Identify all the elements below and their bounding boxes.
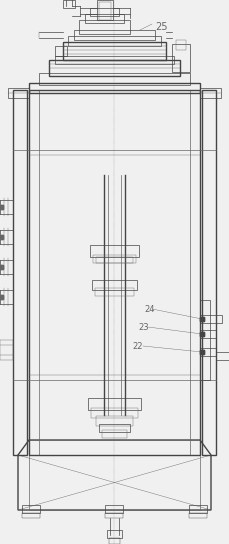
Bar <box>39 73 190 85</box>
Bar <box>95 288 134 296</box>
Bar <box>22 505 40 513</box>
Bar <box>102 430 127 438</box>
Bar <box>189 505 207 513</box>
Bar <box>200 348 216 356</box>
Bar <box>91 408 138 418</box>
Bar <box>49 60 180 76</box>
Bar <box>55 56 174 64</box>
Bar <box>63 42 166 60</box>
Bar <box>105 505 123 513</box>
Text: 24: 24 <box>144 305 155 314</box>
Bar <box>68 36 161 46</box>
Bar <box>8 88 29 98</box>
Bar <box>172 44 190 72</box>
Bar <box>92 280 137 290</box>
Bar <box>88 398 141 410</box>
Bar <box>200 300 210 380</box>
Text: 23: 23 <box>138 323 149 332</box>
Bar <box>29 90 200 455</box>
Bar <box>22 513 40 518</box>
Bar <box>85 14 124 23</box>
Bar <box>202 90 216 455</box>
Bar <box>109 538 120 544</box>
Bar <box>29 90 39 455</box>
Bar <box>190 90 200 455</box>
Bar <box>189 513 207 518</box>
Bar <box>90 8 119 16</box>
Bar <box>105 513 123 518</box>
Bar <box>99 424 130 432</box>
Bar <box>93 255 136 263</box>
Bar <box>13 90 27 455</box>
Bar <box>74 30 155 40</box>
Bar <box>200 330 216 338</box>
Bar <box>55 46 67 56</box>
Bar <box>0 340 13 360</box>
Bar <box>99 2 111 20</box>
Text: 22: 22 <box>132 342 142 351</box>
Bar <box>97 0 113 20</box>
Bar <box>96 416 133 426</box>
Bar <box>176 40 186 50</box>
Bar <box>29 83 200 93</box>
Bar <box>79 20 130 34</box>
Bar <box>90 245 139 257</box>
Bar <box>107 530 122 538</box>
Text: 25: 25 <box>155 22 167 32</box>
Bar <box>29 440 200 510</box>
Bar <box>63 0 75 8</box>
Bar <box>200 315 222 323</box>
Bar <box>96 257 133 263</box>
Bar <box>200 88 221 98</box>
